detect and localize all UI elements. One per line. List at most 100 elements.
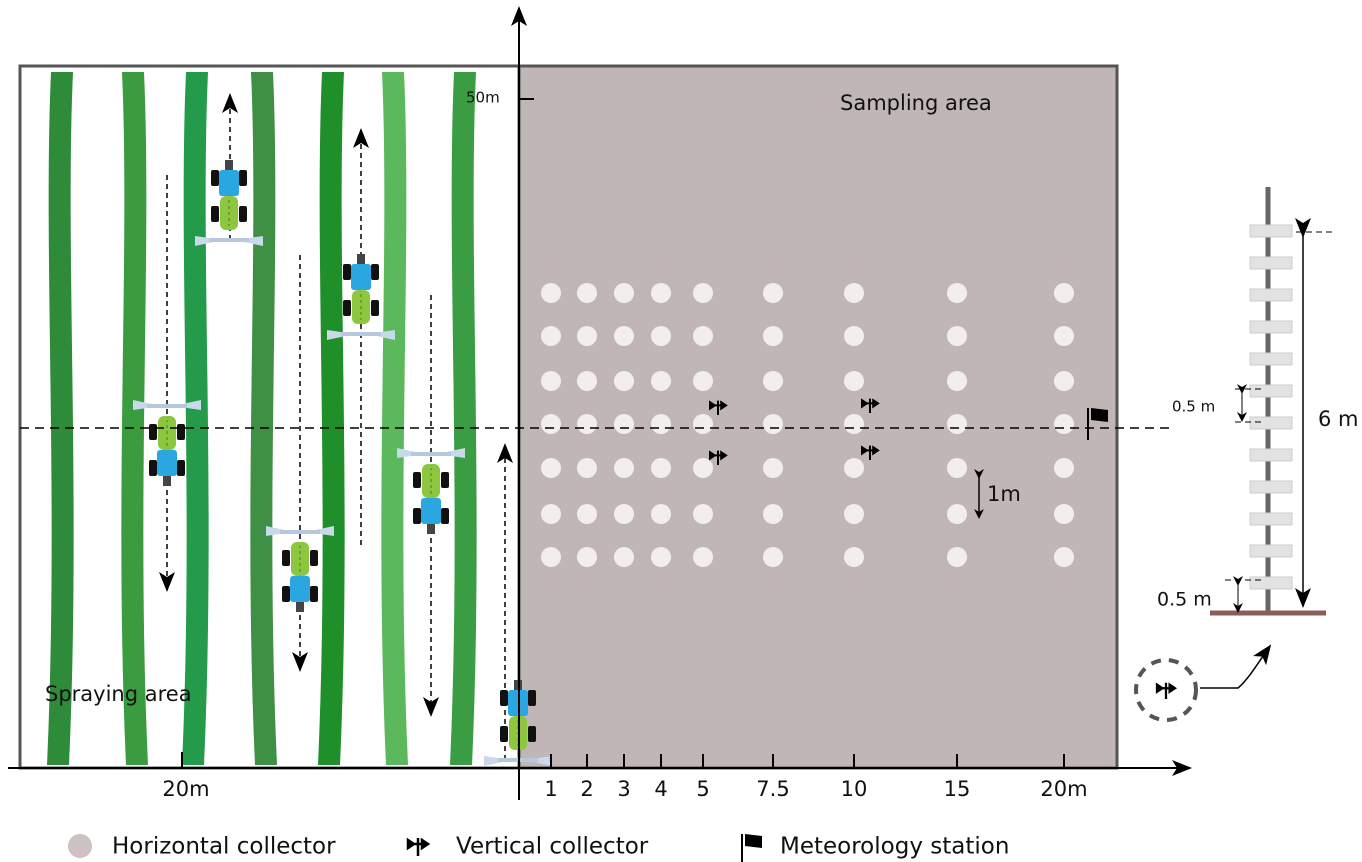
boom-bar [209, 238, 249, 242]
wheel [500, 726, 508, 742]
horizontal-collector [541, 283, 561, 303]
wheel [282, 550, 290, 566]
horizontal-collector [651, 504, 671, 524]
horizontal-collector [844, 504, 864, 524]
horizontal-collector [844, 283, 864, 303]
collector-plate [1249, 480, 1293, 494]
horizontal-collector [614, 283, 634, 303]
horizontal-collector [651, 326, 671, 346]
flag-cloth [745, 834, 762, 848]
horizontal-collector [541, 458, 561, 478]
horizontal-collector [947, 504, 967, 524]
x-tick-label: 3 [617, 777, 630, 801]
crop-row [121, 72, 148, 765]
crop-row [318, 72, 345, 765]
horizontal-collector [577, 458, 597, 478]
collector-plate [1249, 384, 1293, 398]
horizontal-collector [947, 458, 967, 478]
collector-plate [1249, 256, 1293, 270]
icon-shape [860, 398, 880, 414]
wheel [413, 508, 421, 524]
sampling-area [517, 64, 1119, 770]
horizontal-collector [577, 504, 597, 524]
wheel [310, 550, 318, 566]
sampling-area-label: Sampling area [840, 91, 992, 115]
x-tick-label: 10 [841, 777, 868, 801]
boom-bar [411, 452, 451, 456]
collector-plate [1249, 448, 1293, 462]
tractor-body [421, 498, 441, 524]
sprayer-tractor [266, 526, 334, 612]
tractor-body [290, 576, 310, 602]
horizontal-collector [577, 371, 597, 391]
vertical-collector-icon [708, 400, 728, 416]
icon-shape [1155, 682, 1178, 700]
legend-label: Meteorology station [780, 834, 1009, 860]
horizontal-collector [947, 326, 967, 346]
horizontal-collector [651, 547, 671, 567]
wheel [500, 690, 508, 706]
sprayer-tractor [195, 160, 263, 246]
icon-shape [708, 450, 728, 466]
legend-label: Horizontal collector [112, 834, 336, 860]
base-height-label: 0.5 m [1157, 589, 1212, 611]
horizontal-collector [1054, 458, 1074, 478]
horizontal-collector [651, 414, 671, 434]
horizontal-collector [693, 414, 713, 434]
collector-plate [1249, 288, 1293, 302]
plate-spacing-label: 0.5 m [1172, 398, 1215, 416]
legend: Horizontal collector Vertical collector … [68, 834, 1009, 862]
wheel [413, 472, 421, 488]
horizontal-collector [763, 504, 783, 524]
crop-row [250, 72, 277, 765]
cab [296, 602, 304, 612]
horizontal-collector [651, 283, 671, 303]
flag-cloth [1091, 408, 1108, 422]
wheel [343, 264, 351, 280]
tractor-body [351, 264, 371, 290]
wheel [177, 424, 185, 440]
horizontal-collector [614, 547, 634, 567]
collector-plate [1249, 416, 1293, 430]
horizontal-collector [1054, 414, 1074, 434]
horizontal-collector [693, 458, 713, 478]
cab [225, 160, 233, 170]
wheel [371, 300, 379, 316]
cab [357, 254, 365, 264]
crop-row [47, 72, 74, 765]
horizontal-collector [541, 547, 561, 567]
wheel [441, 472, 449, 488]
x-tick-label: 4 [654, 777, 667, 801]
horizontal-collector [577, 283, 597, 303]
vertical-collector-icon [1155, 682, 1178, 700]
vertical-collector-icon [708, 450, 728, 466]
horizontal-collector [844, 326, 864, 346]
horizontal-collector [763, 283, 783, 303]
horizontal-collector [763, 458, 783, 478]
row-spacing-label: 1m [987, 482, 1021, 506]
horizontal-collector [1054, 283, 1074, 303]
boom-bar [280, 530, 320, 534]
collector-plate [1249, 576, 1293, 590]
horizontal-collector [693, 547, 713, 567]
x-tick-label: 15 [944, 777, 971, 801]
icon-shape [860, 445, 880, 461]
pole-height-label: 6 m [1318, 407, 1359, 431]
collector-plate [1249, 544, 1293, 558]
wheel [177, 460, 185, 476]
wheel [239, 170, 247, 186]
horizontal-collector [1054, 504, 1074, 524]
horizontal-collector [614, 504, 634, 524]
detail-arrow [1200, 644, 1272, 689]
wheel [149, 460, 157, 476]
horizontal-collector [614, 414, 634, 434]
horizontal-collector [947, 414, 967, 434]
horizontal-collector [763, 414, 783, 434]
x-tick-label: 1 [544, 777, 557, 801]
horizontal-collector [541, 504, 561, 524]
vertical-collector-detail [1134, 187, 1332, 722]
wheel [371, 264, 379, 280]
horizontal-collector [577, 414, 597, 434]
wheel [441, 508, 449, 524]
